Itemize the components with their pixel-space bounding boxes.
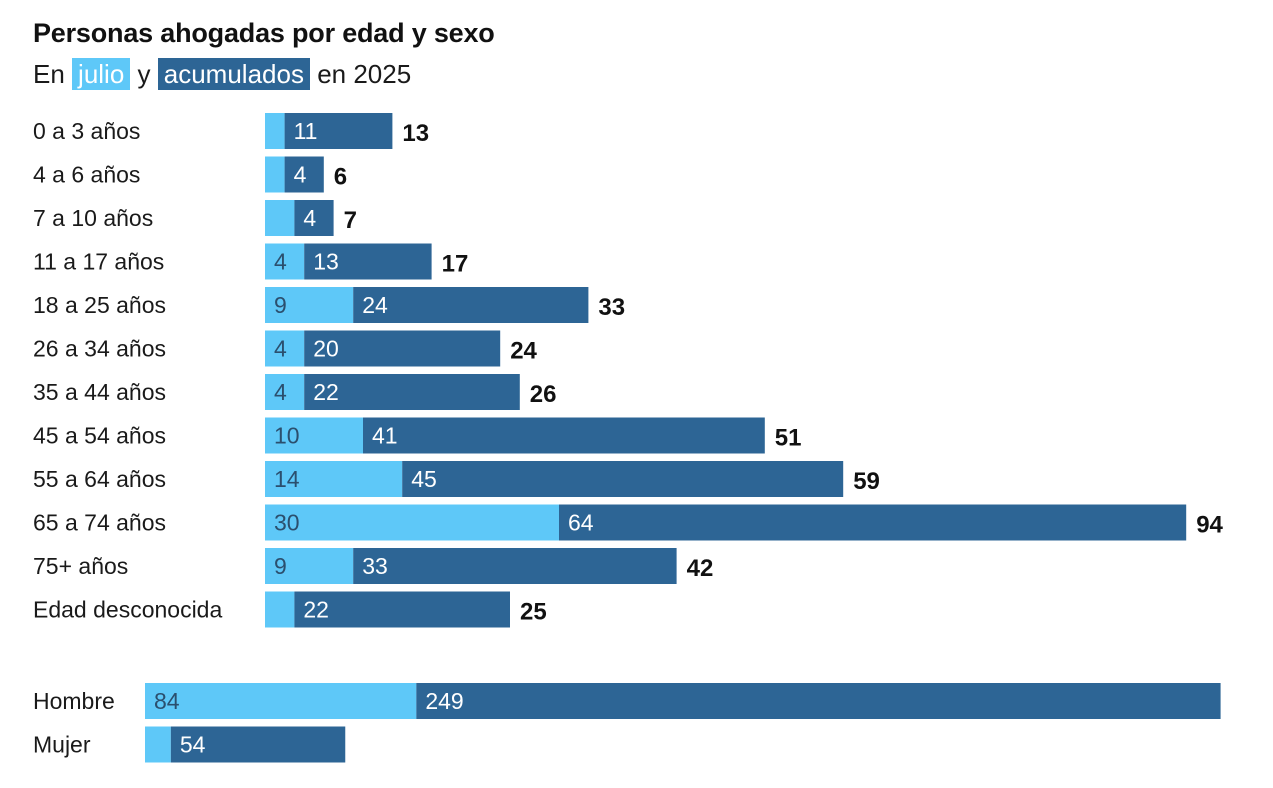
bar-acumulados-75-a-os	[353, 548, 677, 584]
value-label-acumulados-mujer: 54	[180, 732, 206, 758]
category-label-55-a-64-a-os: 55 a 64 años	[33, 466, 166, 492]
bar-acumulados-hombre	[416, 683, 1221, 719]
value-label-julio-11-a-17-a-os: 4	[274, 249, 287, 275]
subtitle-suffix: en 2025	[317, 59, 412, 89]
bar-acumulados-0-a-3-a-os	[284, 113, 393, 149]
bar-julio-mujer	[145, 726, 171, 763]
total-label-35-a-44-a-os: 26	[530, 381, 557, 408]
value-label-acumulados-18-a-25-a-os: 24	[362, 292, 388, 318]
value-label-acumulados-35-a-44-a-os: 22	[313, 379, 339, 405]
value-label-julio-45-a-54-a-os: 10	[274, 423, 300, 449]
category-label-11-a-17-a-os: 11 a 17 años	[33, 249, 164, 275]
total-label-55-a-64-a-os: 59	[853, 468, 880, 495]
value-label-acumulados-4-a-6-a-os: 4	[294, 162, 307, 188]
category-label-0-a-3-a-os: 0 a 3 años	[33, 118, 140, 144]
category-label-18-a-25-a-os: 18 a 25 años	[33, 292, 166, 318]
value-label-acumulados-65-a-74-a-os: 64	[568, 510, 594, 536]
total-label-75-a-os: 42	[687, 555, 714, 582]
category-label-26-a-34-a-os: 26 a 34 años	[33, 336, 166, 362]
chart-title: Personas ahogadas por edad y sexo	[33, 18, 495, 48]
bar-acumulados-11-a-17-a-os	[304, 243, 432, 280]
subtitle-prefix: En	[33, 59, 65, 89]
bar-acumulados-65-a-74-a-os	[559, 504, 1187, 541]
category-label-4-a-6-a-os: 4 a 6 años	[33, 162, 140, 188]
bar-julio-18-a-25-a-os	[265, 287, 354, 323]
total-label-edad-desconocida: 25	[520, 599, 547, 626]
bar-julio-75-a-os	[265, 548, 354, 584]
category-label-mujer: Mujer	[33, 732, 91, 758]
total-label-11-a-17-a-os: 17	[442, 251, 469, 278]
bar-acumulados-7-a-10-a-os	[294, 200, 334, 236]
value-label-acumulados-45-a-54-a-os: 41	[372, 423, 398, 449]
bar-julio-hombre	[145, 683, 417, 719]
bar-julio-26-a-34-a-os	[265, 330, 305, 367]
value-label-acumulados-hombre: 249	[425, 688, 463, 714]
bar-acumulados-4-a-6-a-os	[284, 156, 324, 193]
chart-subtitle: En julio y acumulados en 2025	[33, 58, 411, 90]
bar-julio-11-a-17-a-os	[265, 243, 305, 280]
value-label-julio-hombre: 84	[154, 688, 180, 714]
subtitle-middle: y	[137, 59, 151, 89]
bar-acumulados-edad-desconocida	[294, 591, 510, 628]
category-label-7-a-10-a-os: 7 a 10 años	[33, 205, 153, 231]
total-label-65-a-74-a-os: 94	[1196, 512, 1223, 539]
bar-julio-7-a-10-a-os	[265, 200, 295, 236]
total-label-7-a-10-a-os: 7	[344, 207, 357, 234]
category-label-45-a-54-a-os: 45 a 54 años	[33, 423, 166, 449]
category-label-hombre: Hombre	[33, 688, 115, 714]
value-label-julio-18-a-25-a-os: 9	[274, 292, 287, 318]
bar-julio-edad-desconocida	[265, 591, 295, 628]
value-label-julio-75-a-os: 9	[274, 553, 287, 579]
total-label-0-a-3-a-os: 13	[402, 120, 429, 147]
value-label-acumulados-75-a-os: 33	[362, 553, 388, 579]
category-label-65-a-74-a-os: 65 a 74 años	[33, 510, 166, 536]
value-label-acumulados-edad-desconocida: 22	[303, 597, 329, 623]
bar-julio-45-a-54-a-os	[265, 417, 363, 454]
bar-julio-0-a-3-a-os	[265, 113, 285, 149]
total-label-4-a-6-a-os: 6	[334, 164, 347, 191]
legend-julio: julio	[72, 58, 131, 90]
bar-acumulados-26-a-34-a-os	[304, 330, 501, 367]
bar-acumulados-35-a-44-a-os	[304, 374, 520, 410]
category-label-edad-desconocida: Edad desconocida	[33, 597, 222, 623]
bar-acumulados-18-a-25-a-os	[353, 287, 589, 323]
bar-julio-4-a-6-a-os	[265, 156, 285, 193]
value-label-julio-26-a-34-a-os: 4	[274, 336, 287, 362]
total-label-18-a-25-a-os: 33	[598, 294, 625, 321]
total-label-45-a-54-a-os: 51	[775, 425, 802, 452]
value-label-acumulados-26-a-34-a-os: 20	[313, 336, 339, 362]
value-label-julio-55-a-64-a-os: 14	[274, 466, 300, 492]
value-label-julio-65-a-74-a-os: 30	[274, 510, 300, 536]
bar-julio-55-a-64-a-os	[265, 461, 403, 497]
category-label-35-a-44-a-os: 35 a 44 años	[33, 379, 166, 405]
bar-acumulados-mujer	[170, 726, 346, 763]
legend-acumulados: acumulados	[157, 58, 310, 90]
bar-julio-65-a-74-a-os	[265, 504, 559, 541]
value-label-julio-35-a-44-a-os: 4	[274, 379, 287, 405]
category-label-75-a-os: 75+ años	[33, 553, 128, 579]
total-label-26-a-34-a-os: 24	[510, 338, 537, 365]
value-label-acumulados-0-a-3-a-os: 11	[294, 118, 318, 144]
value-label-acumulados-55-a-64-a-os: 45	[411, 466, 437, 492]
bar-julio-35-a-44-a-os	[265, 374, 305, 410]
bar-acumulados-45-a-54-a-os	[363, 417, 765, 454]
value-label-acumulados-7-a-10-a-os: 4	[303, 205, 316, 231]
value-label-acumulados-11-a-17-a-os: 13	[313, 249, 339, 275]
bar-acumulados-55-a-64-a-os	[402, 461, 844, 497]
